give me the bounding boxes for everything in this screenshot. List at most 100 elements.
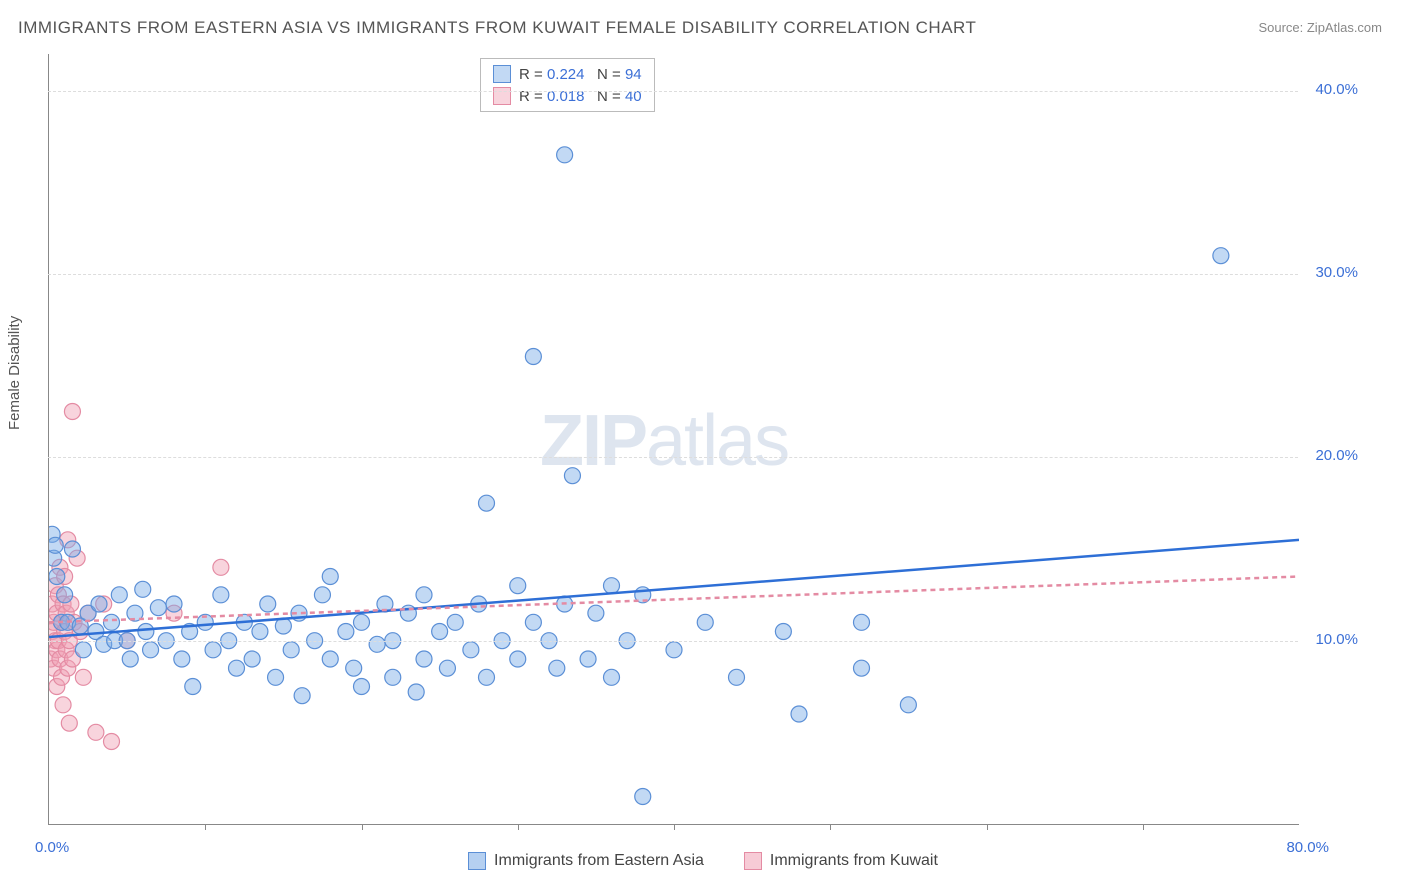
data-point — [229, 660, 245, 676]
x-tick-mark — [205, 824, 206, 830]
legend-stat-text: R = 0.224 N = 94 — [519, 66, 642, 83]
data-point — [64, 541, 80, 557]
data-point — [525, 349, 541, 365]
y-axis-label: Female Disability — [6, 316, 23, 430]
series-legend: Immigrants from Eastern Asia Immigrants f… — [0, 852, 1406, 870]
data-point — [408, 684, 424, 700]
data-point — [61, 715, 77, 731]
data-point — [104, 734, 120, 750]
data-point — [416, 587, 432, 603]
grid-line — [48, 274, 1298, 275]
data-point — [729, 669, 745, 685]
data-point — [314, 587, 330, 603]
source-prefix: Source: — [1258, 20, 1306, 35]
data-point — [64, 404, 80, 420]
legend-swatch — [468, 852, 486, 870]
data-point — [322, 569, 338, 585]
data-point — [49, 569, 65, 585]
data-point — [416, 651, 432, 667]
data-point — [346, 660, 362, 676]
data-point — [635, 789, 651, 805]
correlation-legend: R = 0.224 N = 94 R = 0.018 N = 40 — [480, 58, 655, 112]
data-point — [213, 587, 229, 603]
data-point — [150, 600, 166, 616]
series-legend-label: Immigrants from Eastern Asia — [494, 852, 704, 870]
data-point — [439, 660, 455, 676]
y-tick-label: 20.0% — [1315, 447, 1358, 464]
x-tick-mark — [1143, 824, 1144, 830]
data-point — [604, 669, 620, 685]
data-point — [432, 624, 448, 640]
plot-area: 0.0%80.0% — [48, 54, 1299, 825]
data-point — [900, 697, 916, 713]
legend-row: R = 0.224 N = 94 — [493, 63, 642, 85]
data-point — [283, 642, 299, 658]
data-point — [55, 697, 71, 713]
data-point — [479, 495, 495, 511]
data-point — [510, 578, 526, 594]
y-tick-label: 40.0% — [1315, 81, 1358, 98]
x-tick-mark — [987, 824, 988, 830]
data-point — [557, 147, 573, 163]
data-point — [104, 614, 120, 630]
data-point — [75, 642, 91, 658]
data-point — [174, 651, 190, 667]
data-point — [479, 669, 495, 685]
x-tick-mark — [830, 824, 831, 830]
x-tick-mark — [674, 824, 675, 830]
data-point — [666, 642, 682, 658]
data-point — [369, 636, 385, 652]
scatter-svg — [49, 54, 1299, 824]
data-point — [111, 587, 127, 603]
grid-line — [48, 457, 1298, 458]
grid-line — [48, 641, 1298, 642]
data-point — [564, 468, 580, 484]
series-legend-label: Immigrants from Kuwait — [770, 852, 938, 870]
chart-container: IMMIGRANTS FROM EASTERN ASIA VS IMMIGRAN… — [0, 0, 1406, 892]
y-tick-label: 30.0% — [1315, 264, 1358, 281]
series-legend-item: Immigrants from Kuwait — [744, 852, 938, 870]
legend-swatch — [493, 65, 511, 83]
data-point — [604, 578, 620, 594]
grid-line — [48, 91, 1298, 92]
data-point — [791, 706, 807, 722]
data-point — [1213, 248, 1229, 264]
data-point — [268, 669, 284, 685]
x-tick-mark — [362, 824, 363, 830]
data-point — [244, 651, 260, 667]
data-point — [57, 587, 73, 603]
data-point — [588, 605, 604, 621]
x-tick-mark — [518, 824, 519, 830]
chart-title: IMMIGRANTS FROM EASTERN ASIA VS IMMIGRAN… — [18, 18, 976, 38]
legend-row: R = 0.018 N = 40 — [493, 85, 642, 107]
data-point — [135, 581, 151, 597]
data-point — [525, 614, 541, 630]
data-point — [166, 596, 182, 612]
data-point — [354, 679, 370, 695]
data-point — [854, 660, 870, 676]
data-point — [580, 651, 596, 667]
data-point — [322, 651, 338, 667]
data-point — [447, 614, 463, 630]
data-point — [510, 651, 526, 667]
data-point — [294, 688, 310, 704]
data-point — [138, 624, 154, 640]
data-point — [49, 537, 63, 553]
data-point — [338, 624, 354, 640]
data-point — [463, 642, 479, 658]
data-point — [122, 651, 138, 667]
data-point — [775, 624, 791, 640]
data-point — [88, 724, 104, 740]
series-legend-item: Immigrants from Eastern Asia — [468, 852, 704, 870]
source-name: ZipAtlas.com — [1307, 20, 1382, 35]
data-point — [143, 642, 159, 658]
source-attribution: Source: ZipAtlas.com — [1258, 20, 1382, 35]
data-point — [252, 624, 268, 640]
legend-swatch — [744, 852, 762, 870]
data-point — [260, 596, 276, 612]
data-point — [91, 596, 107, 612]
data-point — [213, 559, 229, 575]
data-point — [854, 614, 870, 630]
regression-line — [49, 540, 1299, 637]
data-point — [354, 614, 370, 630]
